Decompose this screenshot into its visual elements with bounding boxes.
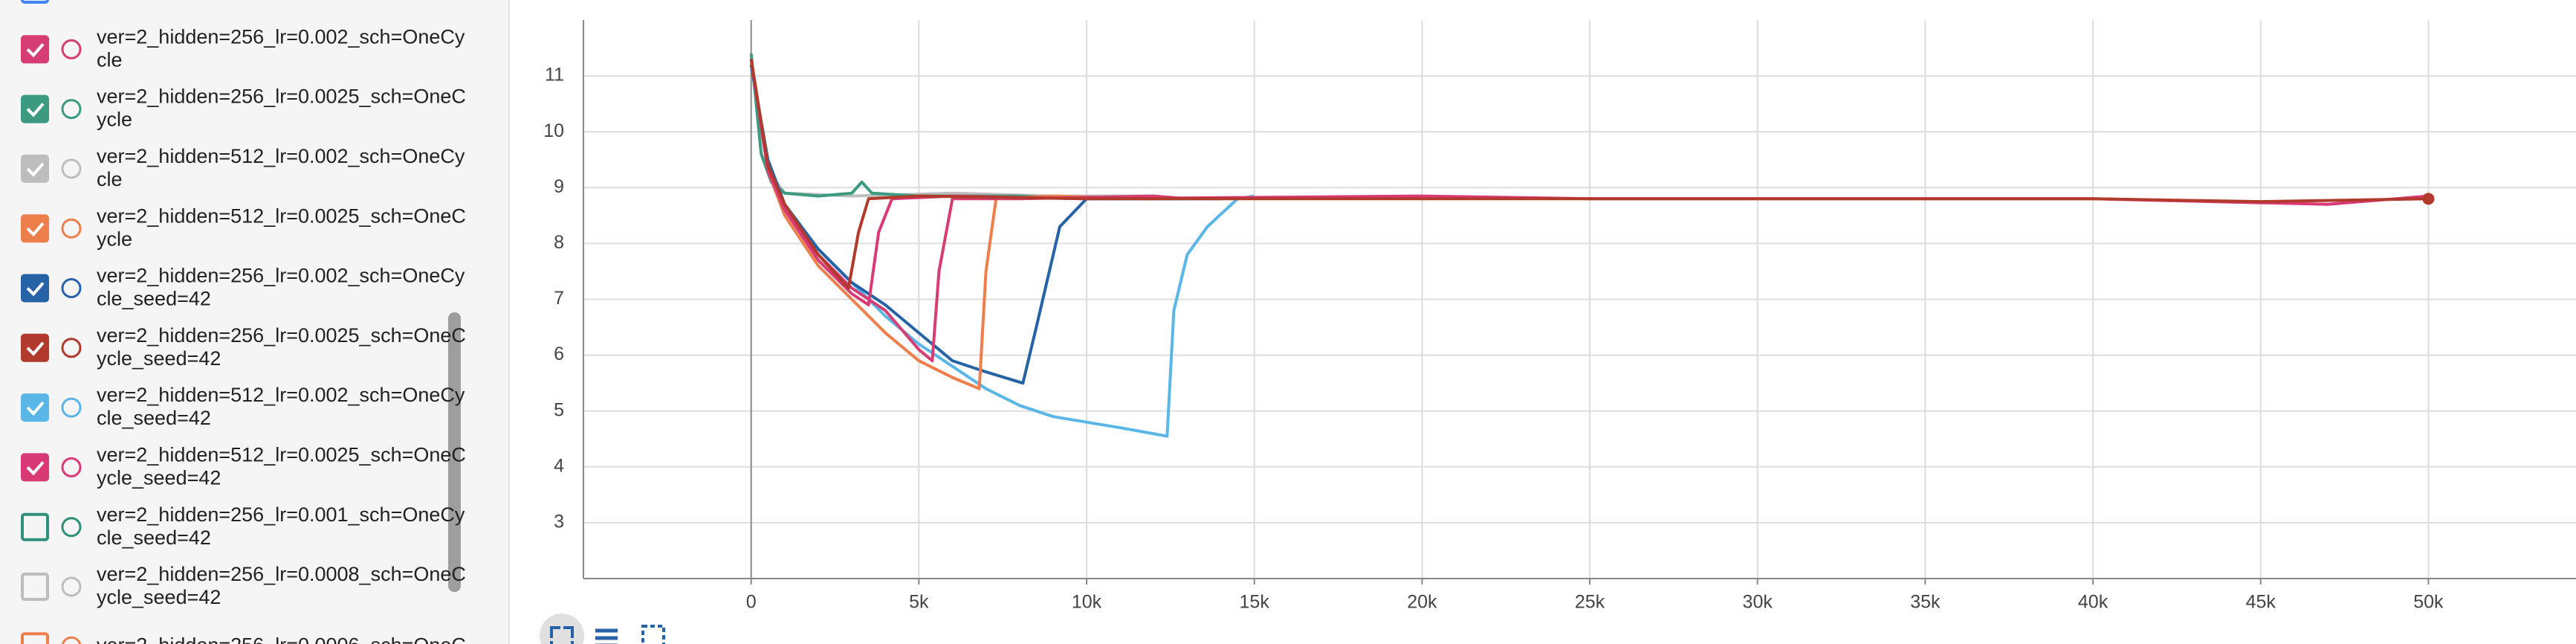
run-name: ycle_seed=42 bbox=[97, 586, 221, 608]
run-checkbox[interactable] bbox=[21, 512, 49, 541]
run-checkbox[interactable] bbox=[21, 453, 49, 482]
check-mark bbox=[26, 401, 45, 416]
run-checkbox[interactable] bbox=[21, 274, 49, 303]
sidebar bbox=[0, 0, 509, 644]
y-tick-label: 4 bbox=[554, 455, 564, 476]
run-color-button[interactable] bbox=[61, 397, 82, 418]
run-checkbox[interactable] bbox=[21, 632, 49, 644]
run-checkbox[interactable] bbox=[21, 0, 49, 4]
data-table-button[interactable] bbox=[595, 628, 618, 644]
run-name: cle_seed=42 bbox=[97, 288, 211, 310]
run-name: ycle bbox=[97, 109, 132, 131]
run-name: ver=2_hidden=256_lr=0.002_sch=OneCy bbox=[97, 265, 465, 287]
toolbar bbox=[540, 614, 665, 644]
run-checkbox[interactable] bbox=[21, 393, 49, 422]
fit-button-bg bbox=[540, 614, 584, 644]
run-color-button[interactable] bbox=[61, 636, 82, 644]
check-mark bbox=[26, 42, 45, 58]
run-color-button[interactable] bbox=[61, 457, 82, 477]
x-tick-label: 15k bbox=[1240, 592, 1270, 613]
check-mark bbox=[26, 461, 45, 476]
y-tick-label: 7 bbox=[554, 288, 564, 309]
run-name: ver=2_hidden=512_lr=0.0025_sch=OneC bbox=[97, 205, 466, 227]
end-marker bbox=[2422, 193, 2435, 205]
x-tick-label: 35k bbox=[1910, 592, 1941, 613]
run-name: ver=2_hidden=256_lr=0.0006_sch=OneC bbox=[97, 634, 466, 644]
x-tick-label: 50k bbox=[2413, 592, 2444, 613]
run-name: ver=2_hidden=512_lr=0.0025_sch=OneC bbox=[97, 444, 466, 466]
scrollbar[interactable] bbox=[448, 312, 461, 592]
run-name: cle bbox=[97, 168, 123, 190]
run-checkbox[interactable] bbox=[21, 573, 49, 601]
run-name: ver=2_hidden=256_lr=0.0025_sch=OneC bbox=[97, 86, 466, 108]
run-color-button[interactable] bbox=[61, 39, 82, 59]
run-name: ycle_seed=42 bbox=[97, 347, 221, 370]
y-tick-label: 10 bbox=[543, 120, 564, 141]
run-name: ver=2_hidden=256_lr=0.0025_sch=OneC bbox=[97, 324, 466, 347]
check-mark bbox=[26, 222, 45, 237]
run-checkbox[interactable] bbox=[21, 333, 49, 362]
x-tick-label: 10k bbox=[1072, 592, 1102, 613]
y-tick-label: 8 bbox=[554, 232, 564, 253]
run-name: ver=2_hidden=256_lr=0.002_sch=OneCy bbox=[97, 25, 465, 48]
run-checkbox[interactable] bbox=[21, 35, 49, 64]
series-line bbox=[749, 59, 1188, 363]
plot: 3 4 5 6 7 8 9 10 11 0 5k 10k 15k 20k 25k 30k 35k 40k 45k 50… bbox=[543, 20, 2576, 613]
run-name: ycle bbox=[97, 228, 132, 250]
fit-domain-button[interactable] bbox=[550, 626, 574, 644]
check-mark bbox=[26, 341, 45, 356]
run-color-button[interactable] bbox=[61, 278, 82, 298]
y-tick-label: 9 bbox=[554, 176, 564, 197]
run-name: ver=2_hidden=512_lr=0.002_sch=OneCy bbox=[97, 145, 465, 167]
check-mark bbox=[26, 282, 45, 297]
y-tick-label: 11 bbox=[545, 65, 564, 86]
run-name: cle_seed=42 bbox=[97, 407, 211, 429]
x-tick-label: 25k bbox=[1575, 592, 1605, 613]
run-color-button[interactable] bbox=[61, 576, 82, 597]
series-line bbox=[749, 64, 1221, 385]
run-color-button[interactable] bbox=[61, 218, 82, 239]
zoom-button[interactable] bbox=[641, 625, 665, 644]
series-line bbox=[749, 59, 1154, 390]
run-color-button[interactable] bbox=[61, 158, 82, 179]
y-tick-label: 6 bbox=[554, 344, 564, 364]
run-name: ycle_seed=42 bbox=[97, 467, 221, 489]
run-color-button[interactable] bbox=[61, 99, 82, 120]
x-tick-label: 0 bbox=[746, 592, 757, 613]
x-tick-label: 45k bbox=[2246, 592, 2276, 613]
check-mark bbox=[26, 103, 45, 117]
run-checkbox[interactable] bbox=[21, 94, 49, 123]
y-tick-label: 5 bbox=[554, 399, 564, 420]
y-tick-label: 3 bbox=[554, 512, 564, 532]
run-name: cle_seed=42 bbox=[97, 527, 211, 549]
run-name: cle bbox=[97, 48, 123, 71]
run-name: ver=2_hidden=512_lr=0.002_sch=OneCy bbox=[97, 384, 465, 406]
series-line bbox=[749, 64, 1255, 438]
run-name: ver=2_hidden=256_lr=0.0008_sch=OneC bbox=[97, 563, 466, 585]
run-color-button[interactable] bbox=[61, 517, 82, 538]
run-checkbox[interactable] bbox=[21, 154, 49, 183]
series-line bbox=[749, 64, 1154, 198]
x-tick-label: 40k bbox=[2078, 592, 2109, 613]
run-color-button[interactable] bbox=[61, 338, 82, 358]
run-name: ver=2_hidden=256_lr=0.001_sch=OneCy bbox=[97, 503, 465, 526]
x-tick-label: 5k bbox=[909, 592, 929, 613]
x-tick-label: 30k bbox=[1743, 592, 1773, 613]
run-checkbox[interactable] bbox=[21, 214, 49, 243]
check-mark bbox=[26, 162, 45, 177]
x-tick-label: 20k bbox=[1407, 592, 1437, 613]
series-line bbox=[749, 59, 2429, 290]
